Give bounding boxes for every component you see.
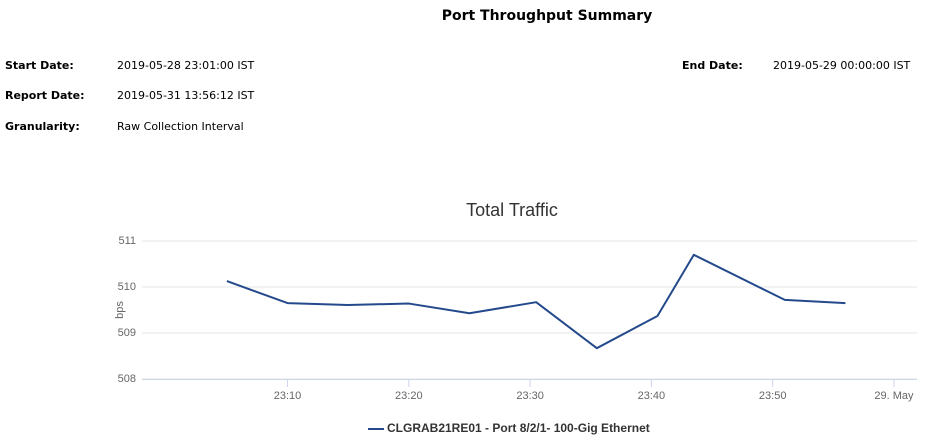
report-title: Port Throughput Summary xyxy=(442,8,653,24)
x-tick-label: 23:10 xyxy=(274,390,302,402)
field-value: 2019-05-31 13:56:12 IST xyxy=(117,89,255,102)
series-line xyxy=(226,253,846,350)
field-label: Start Date: xyxy=(5,59,74,72)
y-tick-label: 510 xyxy=(118,281,136,293)
field-value: 2019-05-28 23:01:00 IST xyxy=(117,59,255,72)
x-tick-label: 23:30 xyxy=(516,390,544,402)
x-tick-label: 29. May xyxy=(874,390,914,402)
x-tick-label: 23:50 xyxy=(759,390,787,402)
y-tick-label: 509 xyxy=(118,327,136,339)
chart-title: Total Traffic xyxy=(466,200,558,220)
x-tick-label: 23:20 xyxy=(395,390,423,402)
y-axis-label: bps xyxy=(114,301,126,319)
legend-label: CLGRAB21RE01 - Port 8/2/1- 100-Gig Ether… xyxy=(387,421,650,435)
y-tick-label: 511 xyxy=(118,235,136,247)
field-label: Report Date: xyxy=(5,89,85,102)
y-tick-label: 508 xyxy=(118,373,136,385)
field-label: End Date: xyxy=(682,59,743,72)
field-label: Granularity: xyxy=(5,120,80,133)
x-tick-label: 23:40 xyxy=(638,390,666,402)
field-value: Raw Collection Interval xyxy=(117,120,244,133)
field-value: 2019-05-29 00:00:00 IST xyxy=(773,59,911,72)
